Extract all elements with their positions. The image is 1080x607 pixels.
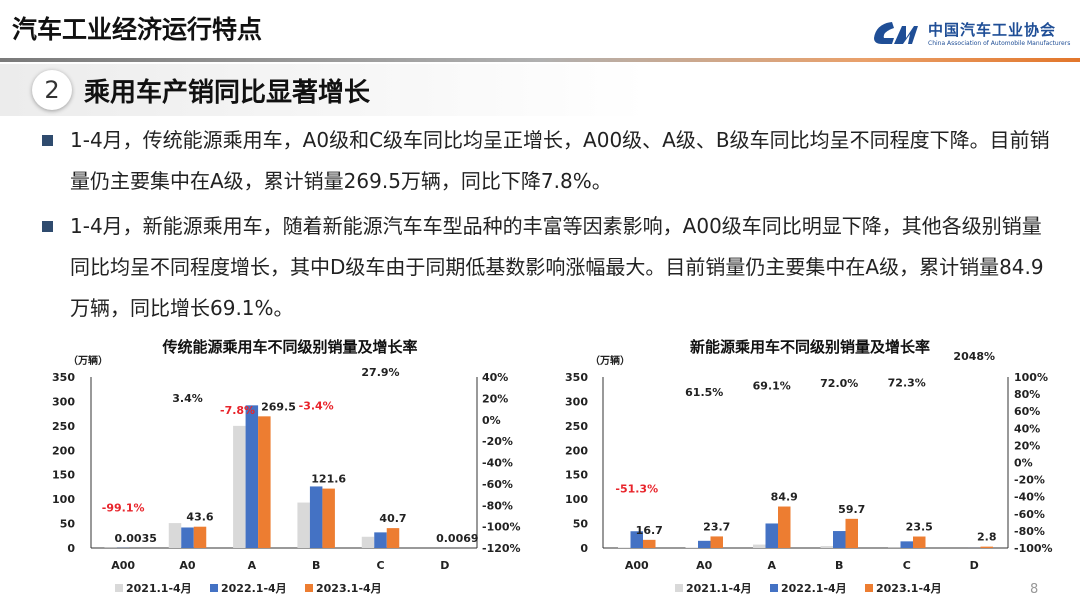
bullet-list: 1-4月，传统能源乘用车，A0级和C级车同比均呈正增长，A00级、A级、B级车同… bbox=[42, 120, 1052, 333]
bar-2021.1-4月 bbox=[168, 523, 182, 548]
y-tick-label: 300 bbox=[52, 395, 75, 408]
bullet-square-icon bbox=[42, 135, 53, 146]
bar-2023.1-4月 bbox=[258, 416, 271, 548]
y2-tick-label: -40% bbox=[482, 457, 513, 470]
y-axis-unit: （万辆） bbox=[68, 354, 108, 367]
bar-2021.1-4月 bbox=[233, 425, 246, 548]
caam-logo: 中国汽车工业协会 China Association of Automobile… bbox=[872, 18, 1070, 52]
bar-2023.1-4月 bbox=[386, 528, 400, 548]
legend-swatch bbox=[305, 584, 313, 592]
y2-tick-label: -100% bbox=[482, 521, 521, 534]
y-tick-label: 150 bbox=[52, 469, 75, 482]
y2-tick-label: -20% bbox=[482, 435, 513, 448]
bar-2022.1-4月 bbox=[245, 405, 259, 548]
x-tick-label: D bbox=[440, 559, 449, 572]
bar-2023.1-4月 bbox=[322, 488, 335, 548]
y-tick-label: 0 bbox=[67, 542, 75, 555]
growth-label: 3.4% bbox=[172, 392, 203, 405]
legend-label: 2023.1-4月 bbox=[316, 582, 382, 595]
legend-label: 2022.1-4月 bbox=[221, 582, 287, 595]
legend-swatch bbox=[115, 584, 123, 592]
chart-title: 传统能源乘用车不同级别销量及增长率 bbox=[161, 338, 417, 356]
y-tick-label: 250 bbox=[52, 420, 75, 433]
bar-2022.1-4月 bbox=[309, 486, 323, 548]
y2-tick-label: -80% bbox=[482, 499, 513, 512]
cam-logo-icon bbox=[874, 22, 918, 44]
bar-2021.1-4月 bbox=[297, 502, 310, 548]
y-tick-label: 100 bbox=[52, 493, 75, 506]
section-band bbox=[0, 64, 1080, 116]
section-title: 乘用车产销同比显著增长 bbox=[84, 78, 371, 108]
header-divider bbox=[0, 58, 1080, 62]
value-label: 121.6 bbox=[311, 473, 346, 486]
x-tick-label: A bbox=[248, 559, 257, 572]
bullet-item: 1-4月，传统能源乘用车，A0级和C级车同比均呈正增长，A00级、A级、B级车同… bbox=[42, 120, 1052, 202]
x-tick-label: A0 bbox=[179, 559, 196, 572]
x-tick-label: C bbox=[376, 559, 384, 572]
bar-2021.1-4月 bbox=[361, 536, 375, 548]
x-tick-label: A00 bbox=[111, 559, 135, 572]
y2-tick-label: 0% bbox=[482, 414, 501, 427]
x-tick-label: B bbox=[312, 559, 320, 572]
page-number: 8 bbox=[1030, 582, 1039, 597]
y-tick-label: 350 bbox=[52, 371, 75, 384]
growth-label: 27.9% bbox=[361, 366, 399, 379]
logo-cn-text: 中国汽车工业协会 bbox=[928, 21, 1057, 39]
y2-tick-label: 40% bbox=[482, 371, 508, 384]
growth-label: -99.1% bbox=[102, 502, 145, 515]
bullet-text: 1-4月，传统能源乘用车，A0级和C级车同比均呈正增长，A00级、A级、B级车同… bbox=[70, 128, 1050, 193]
value-label: 40.7 bbox=[379, 512, 406, 525]
bar-2023.1-4月 bbox=[193, 526, 207, 548]
y-tick-label: 50 bbox=[60, 518, 76, 531]
page-title: 汽车工业经济运行特点 bbox=[12, 15, 263, 44]
value-label: 43.6 bbox=[186, 511, 213, 524]
bullet-text: 1-4月，新能源乘用车，随着新能源汽车车型品种的丰富等因素影响，A00级车同比明… bbox=[70, 214, 1044, 320]
bar-2022.1-4月 bbox=[374, 532, 387, 548]
section-number: 2 bbox=[32, 70, 72, 110]
growth-label: -3.4% bbox=[299, 399, 334, 412]
legend-swatch bbox=[210, 584, 218, 592]
value-label: 269.5 bbox=[261, 400, 296, 413]
y-tick-label: 200 bbox=[52, 444, 75, 457]
value-label: 0.0035 bbox=[114, 532, 156, 545]
growth-label: -7.8% bbox=[220, 404, 255, 417]
logo-en-text: China Association of Automobile Manufact… bbox=[928, 40, 1071, 47]
legend-label: 2021.1-4月 bbox=[126, 582, 192, 595]
y2-tick-label: -120% bbox=[482, 542, 521, 555]
bar-2022.1-4月 bbox=[181, 527, 194, 548]
y2-tick-label: -60% bbox=[482, 478, 513, 491]
value-label: 0.0069 bbox=[436, 532, 478, 545]
y2-tick-label: 20% bbox=[482, 392, 508, 405]
bullet-square-icon bbox=[42, 221, 53, 232]
bullet-item: 1-4月，新能源乘用车，随着新能源汽车车型品种的丰富等因素影响，A00级车同比明… bbox=[42, 206, 1052, 329]
